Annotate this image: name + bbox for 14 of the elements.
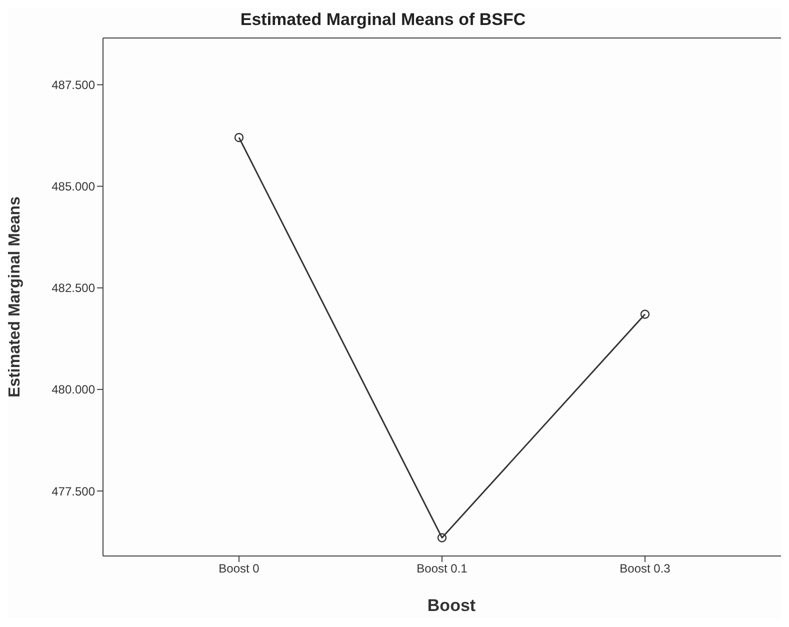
chart-title: Estimated Marginal Means of BSFC — [239, 10, 527, 30]
y-tick-label: 477.500 — [52, 484, 96, 498]
y-axis-title: Estimated Marginal Means — [6, 196, 24, 398]
point — [437, 533, 447, 542]
x-tick-label: Boost 0.1 — [416, 562, 468, 576]
y-tick-label: 482.500 — [52, 281, 96, 296]
point — [234, 132, 244, 142]
y-tick-label: 480.000 — [52, 382, 96, 397]
y-tick-label: 487.500 — [52, 78, 96, 92]
x-tick-label: Boost 0.3 — [620, 562, 671, 576]
y-tick-label: 485.000 — [52, 180, 96, 194]
point — [640, 310, 650, 319]
x-axis-title: Boost — [426, 596, 477, 616]
x-tick-label: Boost 0 — [218, 562, 260, 576]
